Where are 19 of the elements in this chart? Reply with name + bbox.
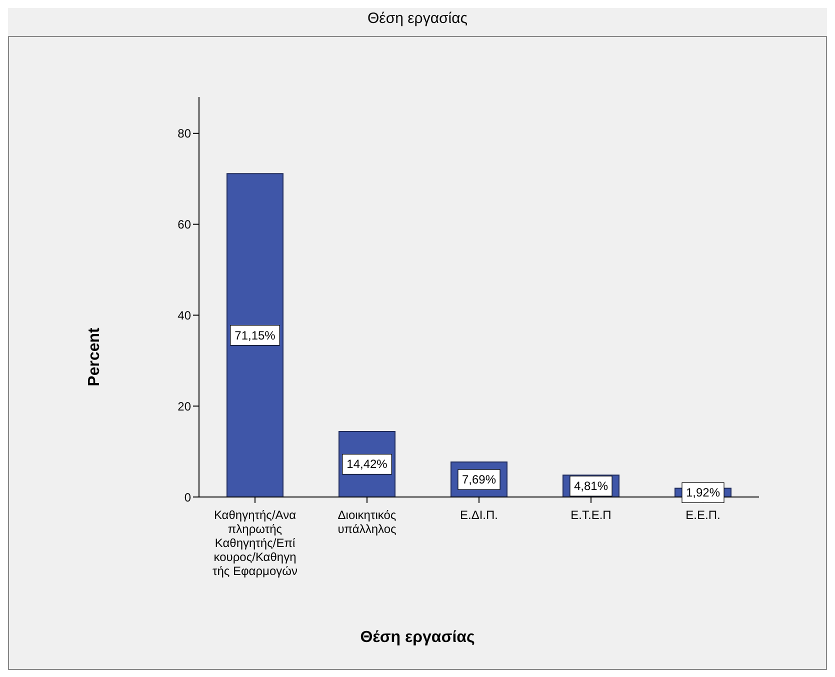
y-tick-label: 80	[178, 126, 192, 141]
y-tick-label: 60	[178, 218, 192, 232]
x-tick-label: Ε.Ε.Π.	[686, 508, 720, 522]
data-label: 7,69%	[462, 472, 496, 487]
data-label: 4,81%	[574, 479, 608, 494]
y-axis-title: Percent	[86, 328, 104, 386]
x-tick-label: Καθηγητής/Αναπληρωτής Καθηγητής/Επίκουρος/Καθηγητής Εφαρμογών	[212, 508, 298, 578]
bar	[226, 173, 284, 497]
x-axis-title: Θέση εργασίας	[359, 629, 476, 647]
x-tick-label: Διοικητικός υπάλληλος	[338, 508, 396, 536]
x-tick-label: Ε.ΔΙ.Π.	[460, 508, 498, 522]
y-tick-label: 0	[184, 490, 192, 504]
y-tick-label: 20	[178, 399, 192, 414]
y-tick-label: 40	[178, 308, 192, 322]
data-label: 14,42%	[346, 457, 388, 472]
data-label: 71,15%	[234, 328, 276, 342]
x-tick-label: Ε.Τ.Ε.Π	[570, 508, 612, 522]
chart-title: Θέση εργασίας	[366, 9, 468, 29]
data-label: 1,92%	[686, 486, 720, 500]
